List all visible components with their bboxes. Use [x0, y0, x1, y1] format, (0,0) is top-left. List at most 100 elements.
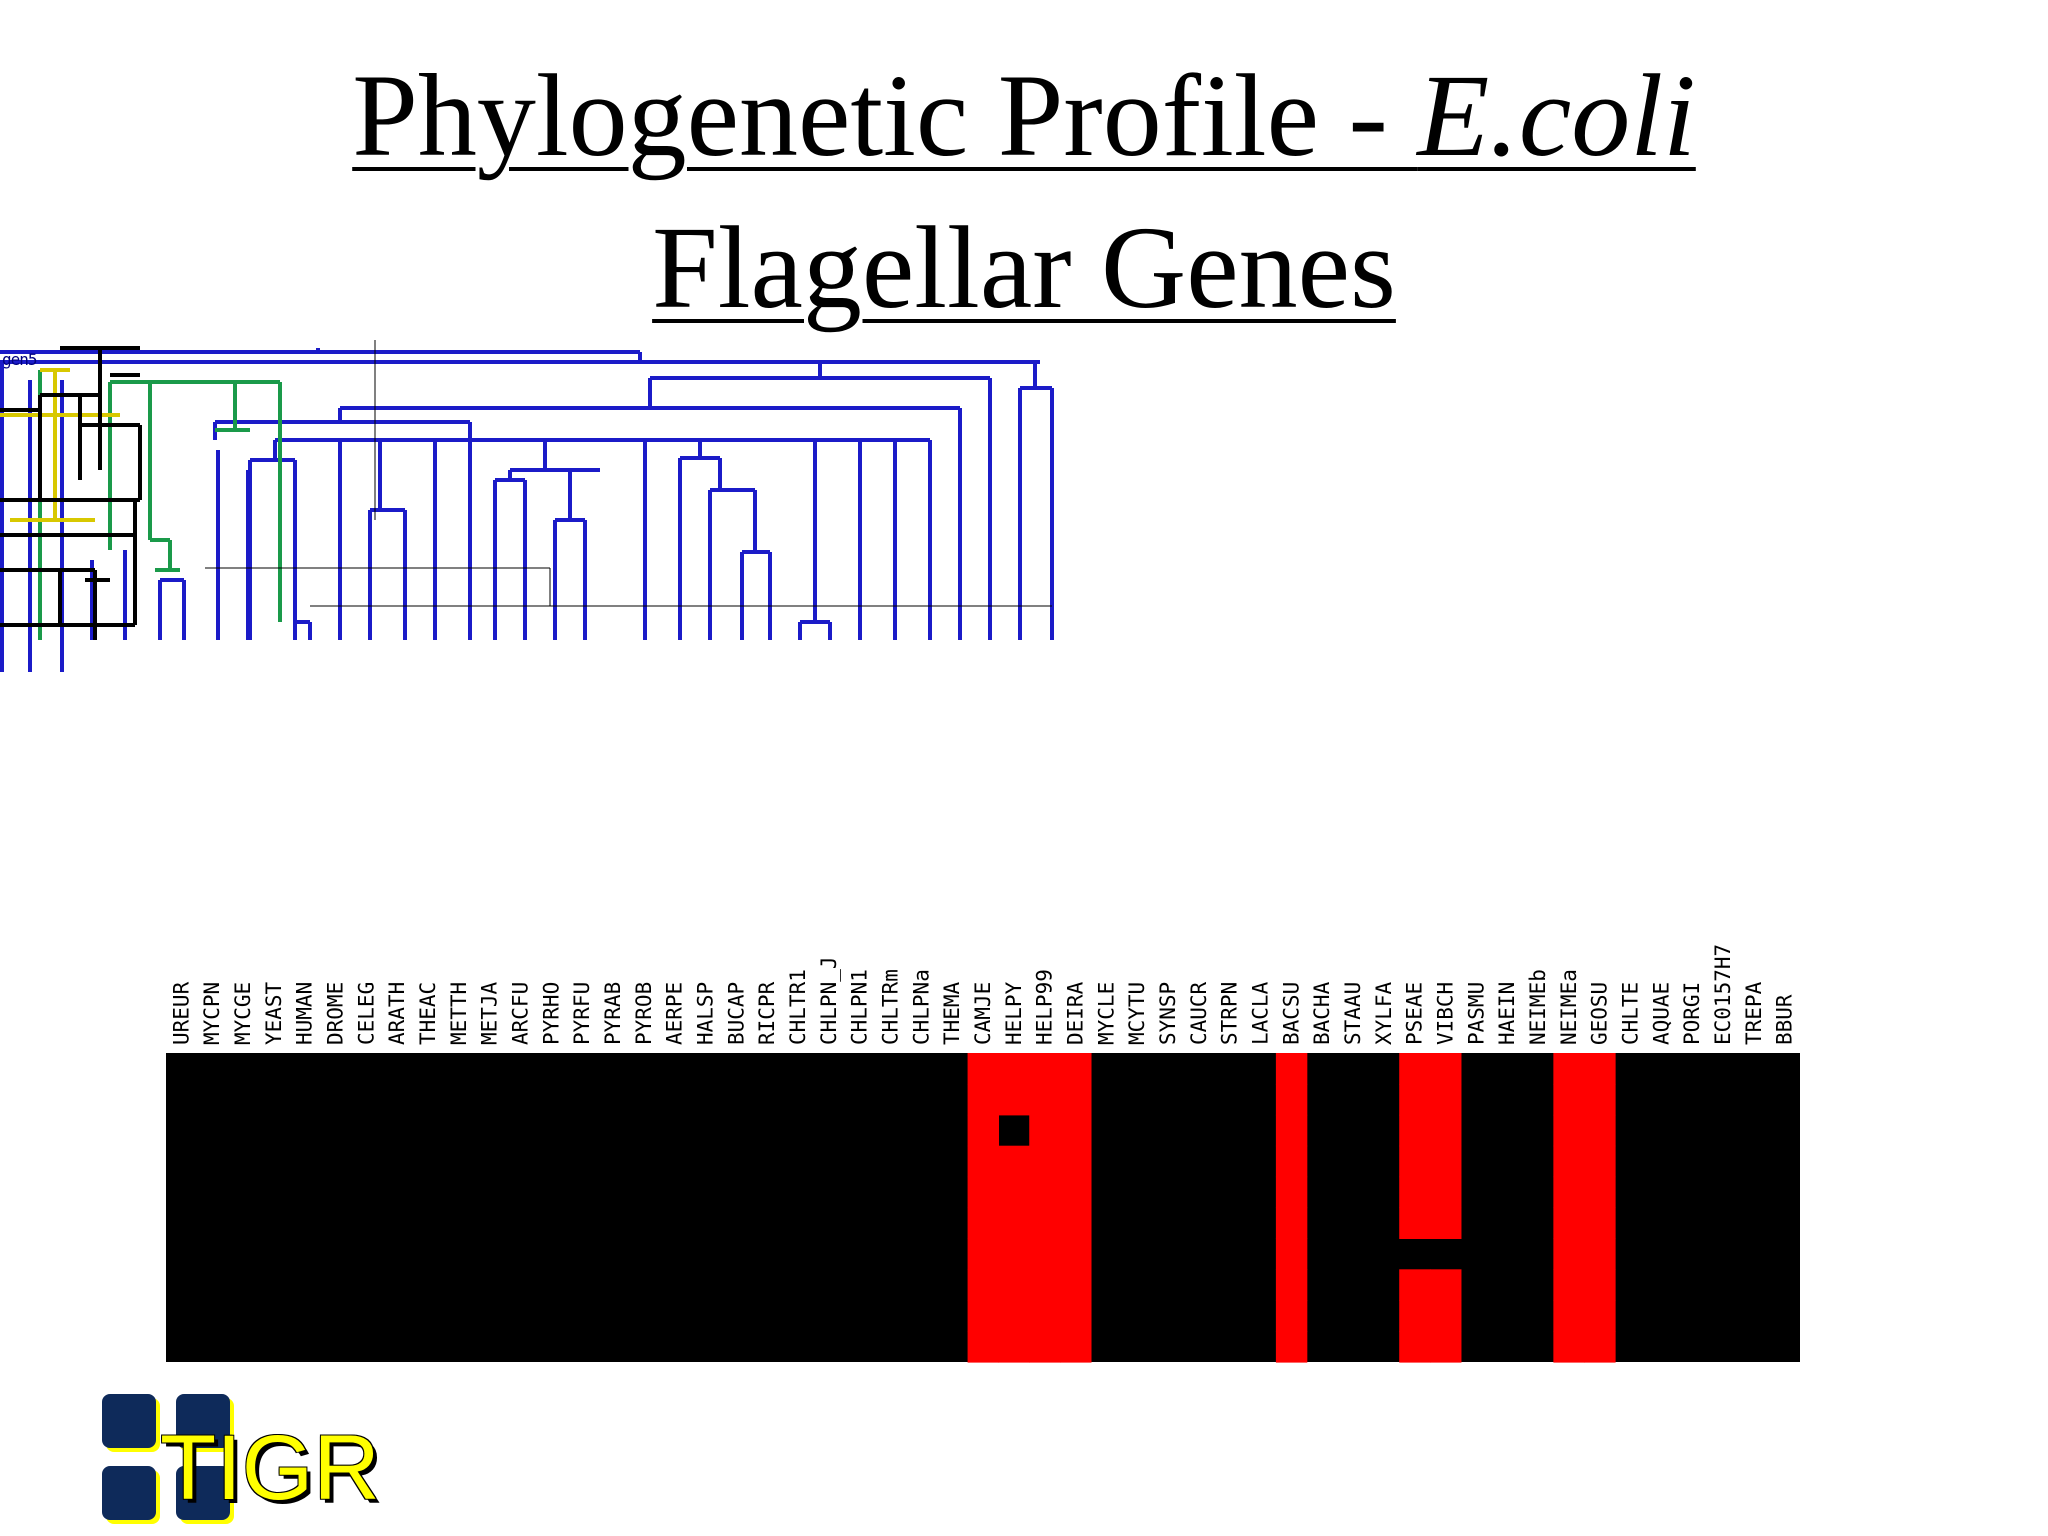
profile-cell-present [1275, 1300, 1308, 1332]
organism-label: CHLTE [1618, 982, 1642, 1045]
organism-label: HALSP [694, 982, 718, 1045]
organism-label: PYRFU [570, 982, 594, 1045]
organism-label: STAAU [1341, 982, 1365, 1045]
organism-label: DEIRA [1063, 981, 1087, 1045]
profile-cell-present [1029, 1331, 1061, 1363]
organism-label: THEAC [416, 982, 440, 1045]
phylogenetic-tree [0, 340, 1054, 672]
profile-cell-present [998, 1300, 1030, 1332]
profile-cells [166, 1053, 1800, 1363]
organism-label: METJA [478, 981, 502, 1045]
slide-title: Phylogenetic Profile - E.coli Flagellar … [0, 40, 2048, 344]
profile-cell-present [998, 1207, 1030, 1239]
organism-labels: UREUR MYCPN MYCGE YEAST HUMAN DROME CELEG ARATH… [169, 944, 1796, 1045]
organism-label: CHLPNa [909, 969, 933, 1045]
profile-cell-present [1584, 1269, 1616, 1301]
profile-cell-present [1584, 1238, 1616, 1270]
profile-cell-present [1430, 1083, 1462, 1116]
organism-label: AQUAE [1649, 982, 1673, 1045]
profile-cell-present [1275, 1238, 1308, 1270]
profile-cell-present [1584, 1114, 1616, 1147]
profile-cell-present [1430, 1114, 1462, 1147]
profile-cell-present [1553, 1238, 1585, 1270]
profile-cell-present [1399, 1269, 1431, 1301]
profile-cell-present [1399, 1053, 1431, 1085]
profile-cell-present [967, 1176, 1000, 1209]
organism-label: MYCLE [1094, 982, 1118, 1045]
organism-label: PASMU [1464, 982, 1488, 1045]
organism-label: PYRAB [601, 982, 625, 1045]
logo-squares [102, 1394, 234, 1524]
profile-cell-present [1553, 1114, 1585, 1147]
profile-cell-present [1399, 1145, 1431, 1178]
organism-label: UREUR [169, 981, 193, 1045]
profile-cell-present [1029, 1114, 1061, 1147]
organism-label: BACSU [1279, 982, 1303, 1045]
profile-cell-present [1029, 1207, 1061, 1239]
profile-cell-present [998, 1269, 1030, 1301]
profile-cell-present [1430, 1053, 1462, 1085]
organism-label: STRPN [1218, 982, 1242, 1045]
profile-cell-present [1060, 1176, 1092, 1209]
profile-cell-present [1553, 1331, 1585, 1363]
profile-cell-present [1430, 1331, 1462, 1363]
organism-label: ARCFU [509, 982, 533, 1045]
profile-cell-present [967, 1238, 1000, 1270]
organism-label: CHLTRm [879, 969, 903, 1045]
profile-cell-present [1029, 1083, 1061, 1116]
profile-cell-present [1584, 1331, 1616, 1363]
organism-label: CELEG [354, 982, 378, 1045]
profile-cell-present [1399, 1300, 1431, 1332]
profile-cell-present [967, 1207, 1000, 1239]
profile-cell-present [1275, 1145, 1308, 1178]
title-italic-species: E.coli [1417, 50, 1696, 181]
profile-cell-present [1553, 1207, 1585, 1239]
organism-label: BACHA [1310, 981, 1334, 1045]
organism-label: PYRHO [539, 982, 563, 1045]
organism-label: NEIMEa [1557, 969, 1581, 1045]
tree-label: gen5 [2, 350, 38, 369]
profile-cell-present [1275, 1207, 1308, 1239]
organism-label: AERPE [663, 982, 687, 1045]
profile-cell-present [1584, 1083, 1616, 1116]
profile-cell-present [1430, 1269, 1462, 1301]
profile-cell-present [1399, 1176, 1431, 1209]
profile-cell-present [1060, 1238, 1092, 1270]
organism-label: ARATH [385, 982, 409, 1045]
profile-cell-present [1275, 1083, 1308, 1116]
profile-cell-present [1060, 1269, 1092, 1301]
organism-label: CAUCR [1187, 981, 1211, 1045]
organism-label: THEMA [940, 981, 964, 1045]
profile-cell-present [998, 1238, 1030, 1270]
profile-cell-present [1029, 1269, 1061, 1301]
profile-cell-present [1060, 1145, 1092, 1178]
organism-label: TREPA [1742, 981, 1766, 1045]
profile-cell-present [1553, 1300, 1585, 1332]
profile-cell-present [967, 1053, 1000, 1085]
profile-cell-present [967, 1145, 1000, 1178]
organism-label: MYCGE [231, 982, 255, 1045]
profile-cell-present [1584, 1176, 1616, 1209]
organism-label: BUCAP [724, 982, 748, 1045]
organism-label: SYNSP [1156, 982, 1180, 1045]
profile-cell-present [967, 1114, 1000, 1147]
profile-cell-present [1584, 1207, 1616, 1239]
profile-cell-present [998, 1145, 1030, 1178]
tree-thin-guides [205, 340, 1052, 607]
tigr-logo-text: TIGR [160, 1417, 380, 1519]
organism-label: MCYTU [1125, 982, 1149, 1045]
profile-cell-present [1584, 1300, 1616, 1332]
profile-cell-present [1029, 1300, 1061, 1332]
profile-cell-present [1029, 1176, 1061, 1209]
profile-cell-present [1060, 1300, 1092, 1332]
profile-cell-present [1399, 1331, 1431, 1363]
profile-cell-present [1399, 1207, 1431, 1239]
organism-label: CHLPN1 [848, 969, 872, 1045]
profile-cell-present [1275, 1114, 1308, 1147]
organism-label: YEAST [262, 981, 286, 1045]
organism-label: METTH [447, 982, 471, 1045]
organism-label: RICPR [755, 981, 779, 1045]
title-main: Phylogenetic Profile - [352, 50, 1418, 181]
profile-cell-present [1553, 1176, 1585, 1209]
